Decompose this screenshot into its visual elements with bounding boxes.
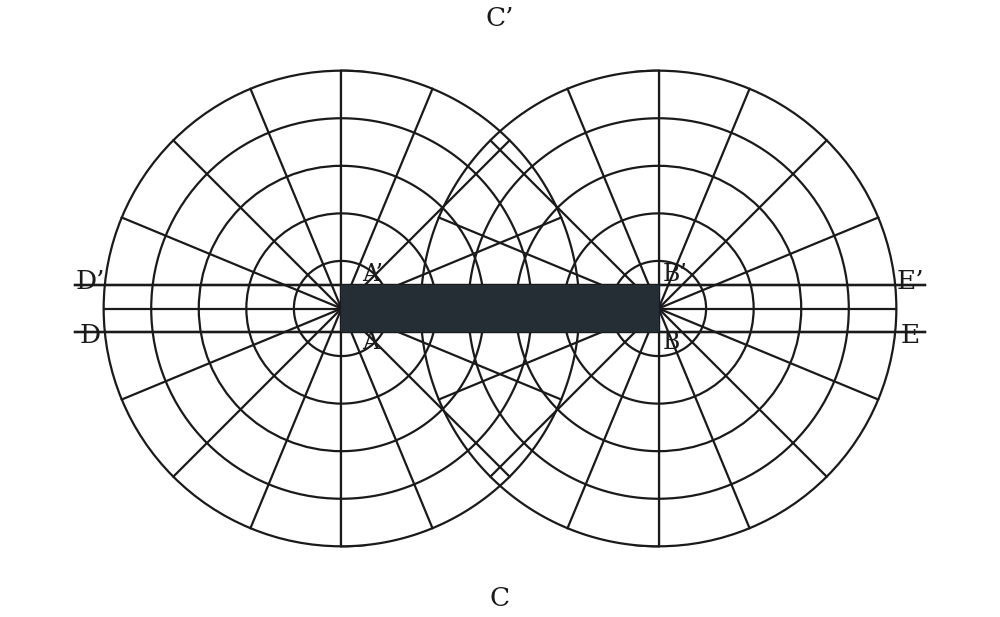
Text: A: A (362, 331, 379, 354)
Text: D’: D’ (75, 269, 105, 294)
Polygon shape (341, 71, 579, 546)
Text: C’: C’ (486, 6, 514, 31)
Text: E’: E’ (896, 269, 924, 294)
Bar (341, 71, 659, 546)
Text: E: E (900, 323, 920, 348)
Polygon shape (421, 71, 659, 546)
Text: B’: B’ (663, 263, 688, 286)
Text: A’: A’ (362, 263, 383, 286)
Text: B: B (663, 331, 680, 354)
Text: D: D (80, 323, 101, 348)
Text: C: C (490, 586, 510, 611)
Bar (341, 284, 659, 333)
